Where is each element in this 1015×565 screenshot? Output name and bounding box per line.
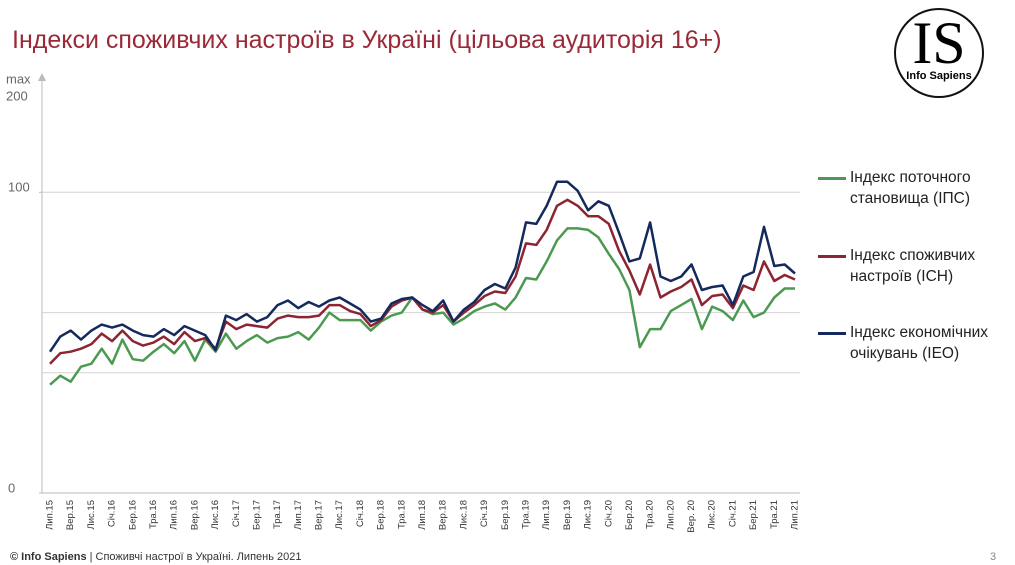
x-tick-label: Лип.15 xyxy=(45,500,56,530)
legend-label: Індекс споживчих настроїв (ІСН) xyxy=(850,247,976,285)
footer-text: | Споживчі настрої в Україні. Липень 202… xyxy=(86,551,302,563)
y-tick-label: 0 xyxy=(8,480,15,495)
chart: max 200 0 100 Лип.15 Вер.15 Лис.15 Січ.16 Бер.16… xyxy=(6,71,801,533)
x-tick-label: Лип.16 xyxy=(169,500,180,530)
x-tick-label: Вер.17 xyxy=(314,500,325,530)
y-axis-arrow xyxy=(38,73,46,81)
x-tick-label: Вер.16 xyxy=(189,500,200,530)
x-tick-label: Вер.19 xyxy=(562,500,573,530)
legend-label: Індекс економічних очікувань (ІЕО) xyxy=(850,324,989,362)
series-line xyxy=(49,227,795,386)
x-tick-label: Січ.19 xyxy=(479,500,490,527)
x-tick-label: Тра.18 xyxy=(396,500,407,529)
x-tick-label: Лис.19 xyxy=(583,500,594,530)
x-tick-label: Лис.20 xyxy=(707,500,718,530)
series-line xyxy=(49,198,796,365)
x-tick-label: Вер.18 xyxy=(438,500,449,530)
x-tick-label: Бер.21 xyxy=(748,500,759,530)
x-tick-label: Бер.18 xyxy=(376,500,387,530)
x-tick-label: Лип.18 xyxy=(417,500,428,530)
x-tick-label: Січ.17 xyxy=(231,500,242,527)
x-tick-label: Лип.20 xyxy=(665,500,676,530)
logo: IS Info Sapiens xyxy=(894,8,984,98)
x-tick-label: Лип.19 xyxy=(541,500,552,530)
series-line xyxy=(48,180,796,353)
legend-swatch xyxy=(818,332,846,335)
x-tick-label: Лис.15 xyxy=(86,500,97,530)
x-tick-label: Вер.15 xyxy=(65,500,76,530)
x-tick-label: Тра.16 xyxy=(148,500,159,529)
x-tick-label: Вер. 20 xyxy=(686,500,697,533)
x-tick-label: Лис.18 xyxy=(458,500,469,530)
legend-label: Індекс поточного становища (ІПС) xyxy=(850,169,971,207)
x-tick-label: Лип.21 xyxy=(790,500,801,530)
x-tick-label: Бер.19 xyxy=(500,500,511,530)
x-tick-label: Лис.17 xyxy=(334,500,345,530)
footer-brand: © Info Sapiens xyxy=(10,551,87,563)
y-max-label: max xyxy=(6,71,31,86)
footer: © Info Sapiens | Споживчі настрої в Укра… xyxy=(10,551,302,563)
x-tick-label: Тра.19 xyxy=(520,500,531,529)
y-max-value: 200 xyxy=(6,88,28,103)
logo-subtitle: Info Sapiens xyxy=(906,70,972,82)
x-tick-label: Тра.20 xyxy=(645,500,656,529)
legend-swatch xyxy=(818,255,846,258)
x-tick-label: Бер.20 xyxy=(624,500,635,530)
x-tick-label: Тра.17 xyxy=(272,500,283,529)
x-tick-label: Лис.16 xyxy=(210,500,221,530)
legend-swatch xyxy=(818,177,846,180)
y-tick-label: 100 xyxy=(8,180,30,195)
x-tick-label: Бер.17 xyxy=(251,500,262,530)
x-tick-label: Тра.21 xyxy=(769,500,780,529)
x-tick-label: Січ.18 xyxy=(355,500,366,527)
x-tick-label: Січ.21 xyxy=(727,500,738,527)
x-tick-label: Лип.17 xyxy=(293,500,304,530)
x-tick-label: Січ.20 xyxy=(603,500,614,527)
title: Індекси споживчих настроїв в Україні (ці… xyxy=(12,26,722,54)
page-number: 3 xyxy=(990,551,997,563)
x-tick-label: Січ.16 xyxy=(107,500,118,527)
x-tick-label: Бер.16 xyxy=(127,500,138,530)
logo-text: IS xyxy=(912,10,966,76)
